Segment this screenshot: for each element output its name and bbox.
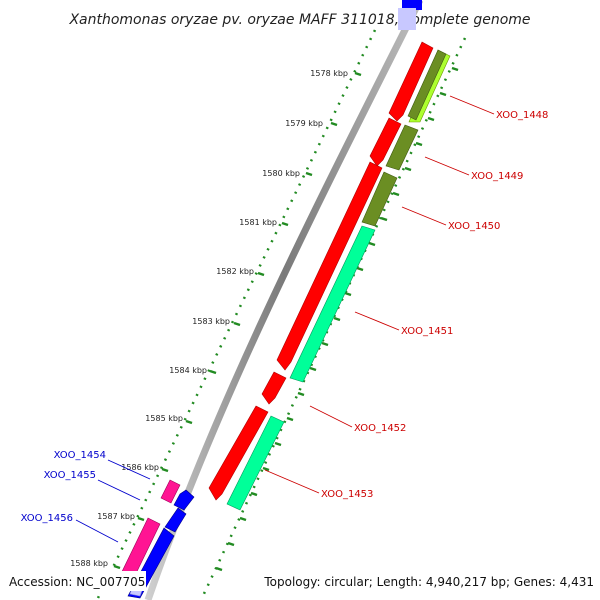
forward-strand-cds-track: [226, 49, 451, 511]
kbp-label: 1587 kbp: [97, 512, 135, 521]
cds-olive-1450: [361, 171, 398, 227]
kbp-label: 1582 kbp: [216, 267, 254, 276]
kbp-label: 1580 kbp: [262, 169, 300, 178]
kbp-label: 1586 kbp: [121, 463, 159, 472]
topology-text: Topology: circular; Length: 4,940,217 bp…: [263, 575, 594, 589]
cds-red-1450-1451: [276, 161, 383, 371]
cds-blue-top-edge: [402, 0, 422, 10]
cds-blue-1454: [173, 489, 195, 511]
gene-label-xoo-1454: XOO_1454: [54, 450, 106, 461]
gene-label-xoo-1449: XOO_1449: [471, 171, 523, 182]
gene-label-xoo-1451: XOO_1451: [401, 326, 453, 337]
gene-labels: XOO_1448 XOO_1449 XOO_1450 XOO_1451 XOO_…: [21, 110, 549, 524]
gene-label-xoo-1450: XOO_1450: [448, 221, 500, 232]
kbp-scale-labels: 1578 kbp 1579 kbp 1580 kbp 1581 kbp 1582…: [70, 69, 348, 568]
cds-pink-1454: [160, 479, 181, 504]
cds-olive-1449: [385, 124, 419, 171]
kbp-label: 1588 kbp: [70, 559, 108, 568]
kbp-label: 1581 kbp: [239, 218, 277, 227]
kbp-label: 1585 kbp: [145, 414, 183, 423]
cds-blue-1455: [164, 507, 187, 533]
reverse-strand-cds-track: [208, 41, 434, 501]
cds-red-1448: [388, 41, 434, 122]
outer-dotted-track: [96, 29, 377, 599]
kbp-label: 1578 kbp: [310, 69, 348, 78]
accession-text: Accession: NC_007705: [9, 575, 145, 589]
footer-accession-bg: [4, 571, 146, 591]
footer-topology-bg: [258, 571, 596, 591]
cds-lavender-top-edge: [398, 8, 416, 30]
cds-red-1453: [208, 405, 269, 501]
gene-label-xoo-1455: XOO_1455: [44, 470, 96, 481]
scale-tick-marks: [113, 66, 459, 572]
gene-label-xoo-1456: XOO_1456: [21, 513, 73, 524]
leader-lines: [75, 95, 495, 543]
gene-label-xoo-1452: XOO_1452: [354, 423, 406, 434]
gene-label-xoo-1448: XOO_1448: [496, 110, 548, 121]
cds-red-1449: [369, 117, 402, 167]
kbp-label: 1583 kbp: [192, 317, 230, 326]
kbp-label: 1584 kbp: [169, 366, 207, 375]
genome-title: Xanthomonas oryzae pv. oryzae MAFF 31101…: [68, 12, 530, 28]
kbp-label: 1579 kbp: [285, 119, 323, 128]
cds-red-1452: [261, 371, 287, 405]
cds-olive-1448: [407, 49, 447, 121]
cds-green-1453: [226, 415, 285, 511]
gene-label-xoo-1453: XOO_1453: [321, 489, 373, 500]
cds-green-1451: [289, 225, 376, 383]
genome-backbone: [144, 0, 424, 600]
